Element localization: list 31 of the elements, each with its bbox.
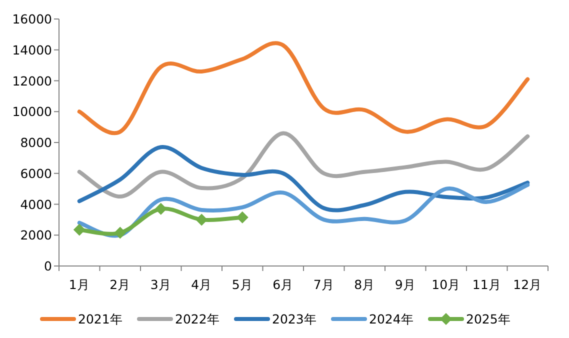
legend-label: 2023年	[272, 312, 317, 326]
x-tick-label: 1月	[68, 277, 90, 292]
x-tick-label: 6月	[272, 277, 294, 292]
x-tick-label: 10月	[432, 277, 461, 292]
x-tick-label: 5月	[232, 277, 253, 292]
y-tick-label: 10000	[12, 104, 52, 120]
legend-label: 2024年	[369, 312, 414, 326]
legend-label: 2022年	[175, 312, 220, 326]
line-series	[77, 131, 530, 199]
y-tick-label: 16000	[12, 12, 52, 26]
x-tick-label: 7月	[313, 277, 334, 292]
y-tick-label: 0	[44, 258, 52, 274]
x-tick-label: 2月	[110, 277, 131, 292]
y-tick-label: 14000	[12, 42, 52, 58]
x-tick-label: 9月	[394, 277, 416, 292]
x-tick-label: 3月	[150, 277, 172, 292]
x-tick-label: 11月	[472, 277, 502, 292]
point	[154, 202, 167, 215]
y-tick-label: 6000	[20, 166, 52, 181]
point	[236, 211, 248, 224]
y-tick-label: 2000	[20, 228, 52, 243]
x-tick-label: 4月	[191, 277, 212, 292]
point	[73, 224, 86, 236]
y-tick-label: 4000	[20, 196, 52, 212]
x-tick-label: 12月	[513, 277, 542, 292]
point	[114, 226, 126, 239]
y-tick-label: 12000	[12, 73, 52, 88]
legend-label: 2025年	[466, 312, 511, 326]
x-tick-label: 8月	[354, 277, 376, 292]
y-tick-label: 8000	[20, 135, 52, 150]
legend-label: 2021年	[78, 312, 123, 326]
